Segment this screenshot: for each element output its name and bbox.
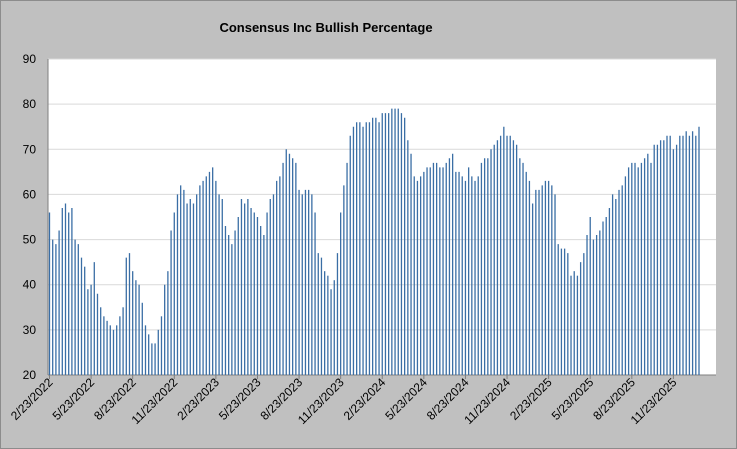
x-tick-label: 2/23/2022 — [8, 375, 56, 423]
y-tick-label: 20 — [23, 368, 37, 382]
x-tick-label: 2/23/2023 — [174, 375, 222, 423]
x-tick-label: 5/23/2025 — [549, 375, 597, 423]
y-tick-label: 90 — [23, 52, 37, 66]
y-tick-label: 60 — [23, 187, 37, 201]
x-tick-label: 5/23/2024 — [382, 375, 430, 423]
chart-title: Consensus Inc Bullish Percentage — [219, 20, 433, 35]
y-tick-label: 40 — [23, 278, 37, 292]
x-tick-label: 5/23/2023 — [216, 375, 264, 423]
x-tick-label: 2/23/2024 — [341, 375, 389, 423]
y-tick-label: 80 — [23, 97, 37, 111]
y-tick-label: 30 — [23, 323, 37, 337]
x-tick-label: 2/23/2025 — [507, 375, 555, 423]
y-tick-label: 70 — [23, 142, 37, 156]
y-tick-label: 50 — [23, 233, 37, 247]
x-tick-label: 5/23/2022 — [50, 375, 98, 423]
